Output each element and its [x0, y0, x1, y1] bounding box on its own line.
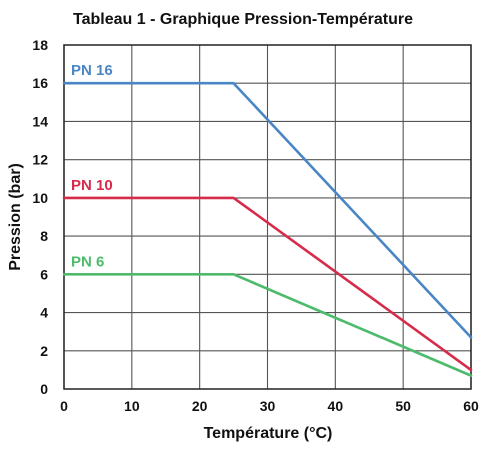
y-tick-label: 10	[32, 190, 48, 206]
label-layer: PN 16 PN 10 PN 6	[71, 62, 113, 270]
y-tick-label: 6	[40, 266, 48, 282]
y-tick-label: 2	[40, 343, 48, 359]
y-tick-label: 0	[40, 381, 48, 397]
y-tick-label: 12	[32, 152, 48, 168]
series-line-pn-10	[62, 196, 473, 372]
y-tick-label: 8	[40, 228, 48, 244]
y-axis-label: Pression (bar)	[7, 163, 24, 271]
grid-layer	[63, 44, 472, 390]
chart-title: Tableau 1 - Graphique Pression-Températu…	[73, 11, 413, 28]
x-tick-label: 0	[60, 398, 68, 414]
x-axis-label: Température (°C)	[204, 425, 333, 442]
x-tick-label: 20	[192, 398, 208, 414]
x-tick-label: 60	[463, 398, 479, 414]
x-tick-label: 10	[124, 398, 140, 414]
y-tick-label: 18	[32, 37, 48, 53]
series-line-pn-6	[62, 273, 473, 377]
x-tick-label: 40	[328, 398, 344, 414]
x-tick-label: 30	[260, 398, 276, 414]
series-label-pn-10: PN 10	[71, 177, 113, 194]
axis-layer: 0 10 20 30 40 50 60 0 2 4 6 8 10 12 14 16 18	[32, 37, 479, 414]
series-line-pn-16	[62, 81, 473, 339]
series-layer	[62, 81, 473, 377]
series-label-pn-6: PN 6	[71, 253, 104, 270]
y-tick-label: 14	[32, 113, 48, 129]
x-tick-label: 50	[395, 398, 411, 414]
y-tick-label: 16	[32, 75, 48, 91]
plot-frame	[63, 44, 472, 390]
y-tick-label: 4	[40, 305, 48, 321]
series-label-pn-16: PN 16	[71, 62, 113, 79]
